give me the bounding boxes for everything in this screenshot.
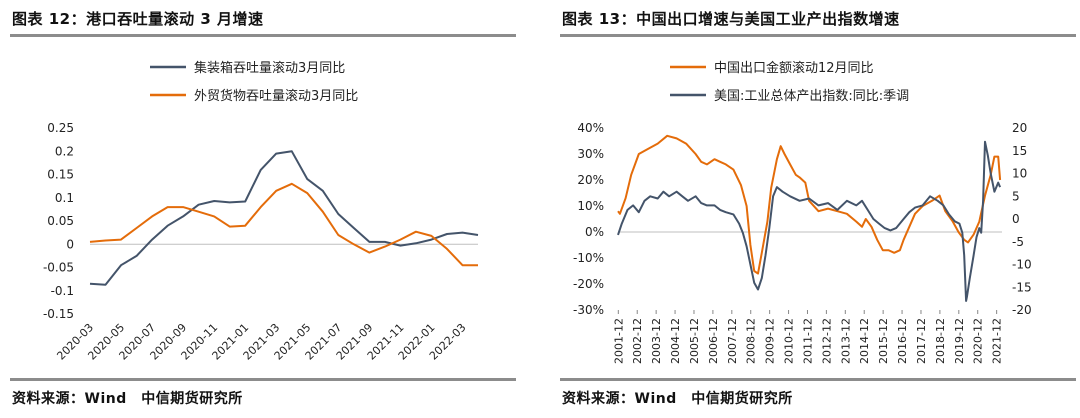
title-divider <box>560 34 1076 37</box>
source-divider <box>560 378 1076 381</box>
legend-label: 集装箱吞吐量滚动3月同比 <box>194 60 345 76</box>
x-tick-label: 2013-12 <box>839 318 852 364</box>
y-right-tick-label: 5 <box>1012 189 1020 203</box>
y-tick-label: 0.2 <box>55 144 74 158</box>
x-tick-label: 2008-12 <box>745 318 758 364</box>
x-tick-label: 2020-12 <box>972 318 985 364</box>
y-tick-label: -0.05 <box>43 261 74 275</box>
y-left-tick-label: -10% <box>573 251 604 265</box>
x-tick-label: 2010-12 <box>783 318 796 364</box>
y-tick-label: 0.15 <box>47 168 74 182</box>
y-tick-label: 0.05 <box>47 214 74 228</box>
y-left-tick-label: 20% <box>577 173 604 187</box>
source-divider <box>10 378 516 381</box>
title-divider <box>10 34 516 37</box>
y-tick-label: -0.1 <box>51 284 74 298</box>
x-tick-label: 2005-12 <box>688 318 701 364</box>
y-right-tick-label: -15 <box>1012 280 1032 294</box>
source-note: 资料来源：Wind 中信期货研究所 <box>12 391 243 407</box>
x-tick-label: 2016-12 <box>896 318 909 364</box>
source-note: 资料来源：Wind 中信期货研究所 <box>562 391 793 407</box>
x-tick-label: 2019-12 <box>953 318 966 364</box>
series-line-2 <box>89 182 478 267</box>
x-tick-label: 2015-12 <box>877 318 890 364</box>
y-tick-label: 0.1 <box>55 191 74 205</box>
x-tick-label: 2011-12 <box>801 318 814 364</box>
x-tick-label: 2009-12 <box>764 318 777 364</box>
legend-label: 中国出口金额滚动12月同比 <box>714 60 874 76</box>
y-right-tick-label: 10 <box>1012 167 1027 181</box>
x-tick-label: 2014-12 <box>858 318 871 364</box>
x-tick-label: 2021-12 <box>991 318 1004 364</box>
series-line-2 <box>617 140 1002 302</box>
x-tick-label: 2004-12 <box>669 318 682 364</box>
y-right-tick-label: -20 <box>1012 303 1032 317</box>
y-left-tick-label: -20% <box>573 277 604 291</box>
port-throughput-chart: -0.15-0.1-0.0500.050.10.150.20.252020-03… <box>43 60 479 363</box>
x-tick-label: 2017-12 <box>915 318 928 364</box>
series-line-1 <box>89 150 479 286</box>
chart-panel-port-throughput: 图表 12：港口吞吐量滚动 3 月增速 -0.15 -0.1 -0.05 0 0.05 0… <box>0 0 520 418</box>
y-left-tick-label: -30% <box>573 303 604 317</box>
y-left-tick-label: 0% <box>585 225 604 239</box>
y-right-tick-label: -5 <box>1012 235 1024 249</box>
x-tick-label: 2018-12 <box>934 318 947 364</box>
y-right-tick-label: 20 <box>1012 121 1027 135</box>
y-right-tick-label: -10 <box>1012 258 1032 272</box>
x-tick-label: 2006-12 <box>707 318 720 364</box>
y-tick-label: 0.25 <box>47 121 74 135</box>
export-industry-chart: -30% -20% -10% 0% 10% 20% 30% 40% -20 -15 -10 -5 0 5 1… <box>573 60 1032 364</box>
x-tick-label: 2002-12 <box>631 318 644 364</box>
y-left-tick-label: 40% <box>577 121 604 135</box>
chart-title: 图表 13：中国出口增速与美国工业产出指数增速 <box>562 10 900 28</box>
legend-label: 美国:工业总体产出指数:同比:季调 <box>714 89 909 104</box>
y-right-tick-label: 15 <box>1012 144 1027 158</box>
chart-title: 图表 12：港口吞吐量滚动 3 月增速 <box>12 10 264 28</box>
chart-panel-export-vs-us-industry: 图表 13：中国出口增速与美国工业产出指数增速 -30% -20% -10% 0% 10… <box>550 0 1080 418</box>
series-line-1 <box>617 134 1002 275</box>
y-tick-label: 0 <box>66 237 74 251</box>
x-tick-label: 2007-12 <box>726 318 739 364</box>
x-tick-label: 2003-12 <box>650 318 663 364</box>
x-tick-label: 2012-12 <box>820 318 833 364</box>
x-tick-label: 2001-12 <box>612 318 625 364</box>
y-right-tick-label: 0 <box>1012 212 1020 226</box>
y-left-tick-label: 10% <box>577 199 604 213</box>
y-left-tick-label: 30% <box>577 147 604 161</box>
y-tick-label: -0.15 <box>43 307 74 321</box>
legend-label: 外贸货物吞吐量滚动3月同比 <box>194 88 358 104</box>
